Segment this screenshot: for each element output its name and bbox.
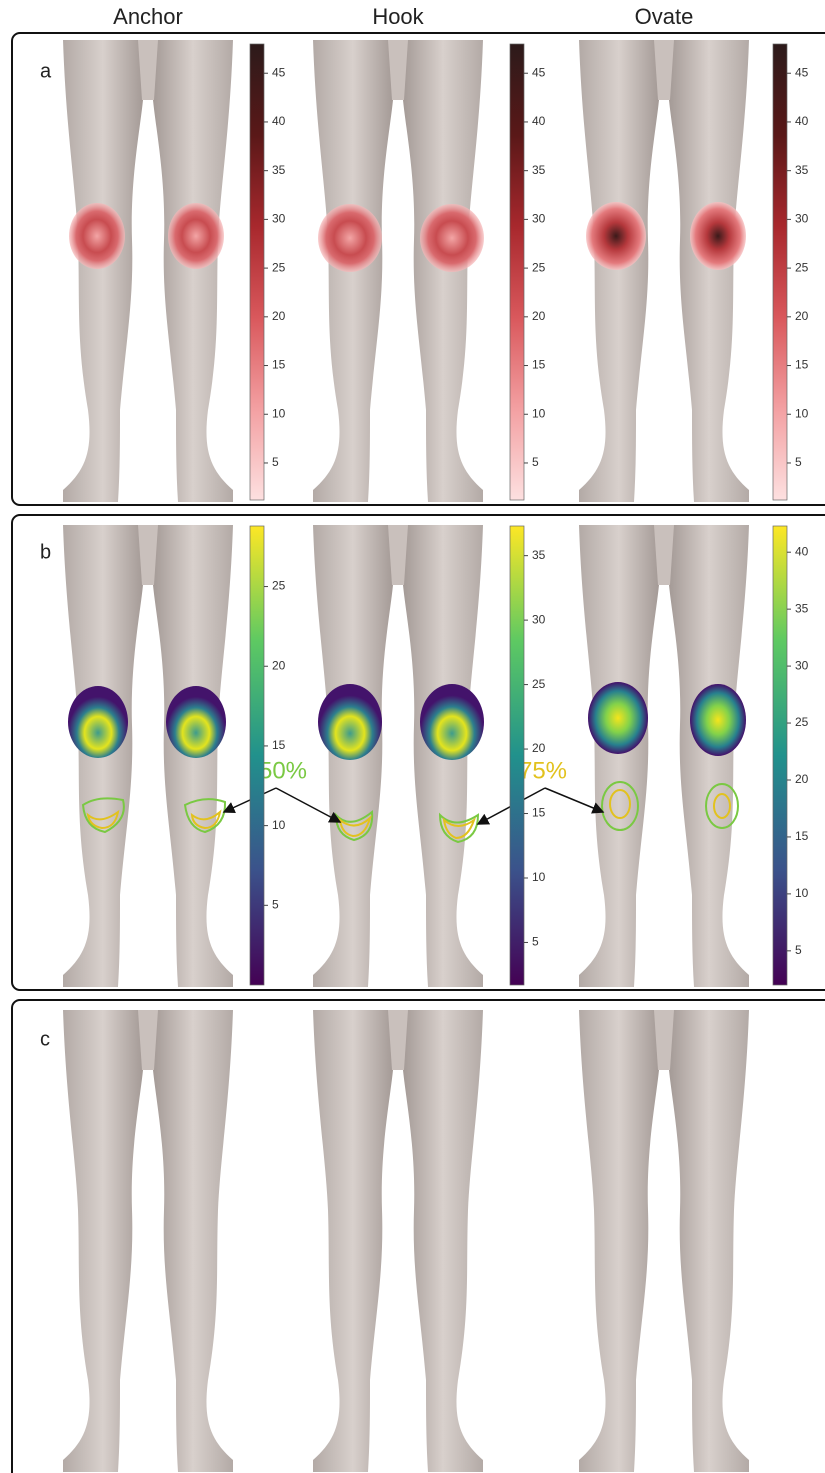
- tick-label: 30: [272, 212, 286, 226]
- tick-label: 15: [795, 829, 809, 843]
- tick-label: 45: [795, 65, 809, 79]
- annotation: 50%: [259, 757, 307, 784]
- tick-label: 10: [272, 818, 286, 832]
- contours-c: [81, 781, 739, 844]
- tick-label: 35: [272, 163, 286, 177]
- tick-label: 45: [532, 65, 546, 79]
- tick-label: 30: [532, 212, 546, 226]
- tick-label: 5: [532, 935, 539, 949]
- tick-label: 40: [795, 114, 809, 128]
- colorbar: [249, 525, 265, 986]
- tick-label: 20: [532, 741, 546, 755]
- tick-label: 25: [795, 715, 809, 729]
- tick-label: 30: [795, 212, 809, 226]
- tick-label: 25: [272, 260, 286, 274]
- panel-label: b: [40, 541, 51, 563]
- tick-label: 20: [272, 658, 286, 672]
- colorbar: [249, 43, 265, 501]
- tick-label: 20: [272, 309, 286, 323]
- tick-label: 20: [795, 772, 809, 786]
- tick-label: 25: [532, 677, 546, 691]
- tick-label: 40: [272, 114, 286, 128]
- colorbar: [772, 525, 788, 986]
- tick-label: 15: [795, 358, 809, 372]
- tick-label: 20: [532, 309, 546, 323]
- column-title: Ovate: [635, 4, 694, 29]
- tick-label: 40: [532, 114, 546, 128]
- tick-label: 20: [795, 309, 809, 323]
- tick-label: 25: [532, 260, 546, 274]
- tick-label: 10: [272, 406, 286, 420]
- tick-label: 35: [532, 548, 546, 562]
- colorbar: [772, 43, 788, 501]
- tick-label: 25: [795, 260, 809, 274]
- tick-label: 5: [272, 455, 279, 469]
- tick-label: 30: [532, 612, 546, 626]
- tick-label: 30: [795, 658, 809, 672]
- tick-label: 5: [532, 455, 539, 469]
- tick-label: 15: [272, 738, 286, 752]
- tick-label: 35: [795, 163, 809, 177]
- panel-label: a: [40, 60, 52, 82]
- tick-label: 5: [795, 943, 802, 957]
- annotation: 75%: [519, 757, 567, 784]
- tick-label: 5: [272, 897, 279, 911]
- colorbar: [509, 43, 525, 501]
- column-title: Hook: [372, 4, 424, 29]
- panel-frames: [11, 32, 825, 1473]
- tick-label: 10: [795, 886, 809, 900]
- tick-label: 25: [272, 579, 286, 593]
- heatmap-a: [69, 202, 746, 272]
- tick-label: 15: [532, 806, 546, 820]
- tick-label: 10: [532, 406, 546, 420]
- bodies: [63, 40, 749, 1472]
- tick-label: 40: [795, 544, 809, 558]
- tick-label: 10: [532, 870, 546, 884]
- tick-label: 15: [272, 358, 286, 372]
- tick-label: 35: [532, 163, 546, 177]
- panel-label: c: [40, 1028, 50, 1050]
- column-title: Anchor: [113, 4, 183, 29]
- tick-label: 5: [795, 455, 802, 469]
- colorbar: [509, 525, 525, 986]
- tick-label: 45: [272, 65, 286, 79]
- tick-label: 15: [532, 358, 546, 372]
- tick-label: 10: [795, 406, 809, 420]
- tick-label: 35: [795, 601, 809, 615]
- heatmap-b: [68, 682, 746, 760]
